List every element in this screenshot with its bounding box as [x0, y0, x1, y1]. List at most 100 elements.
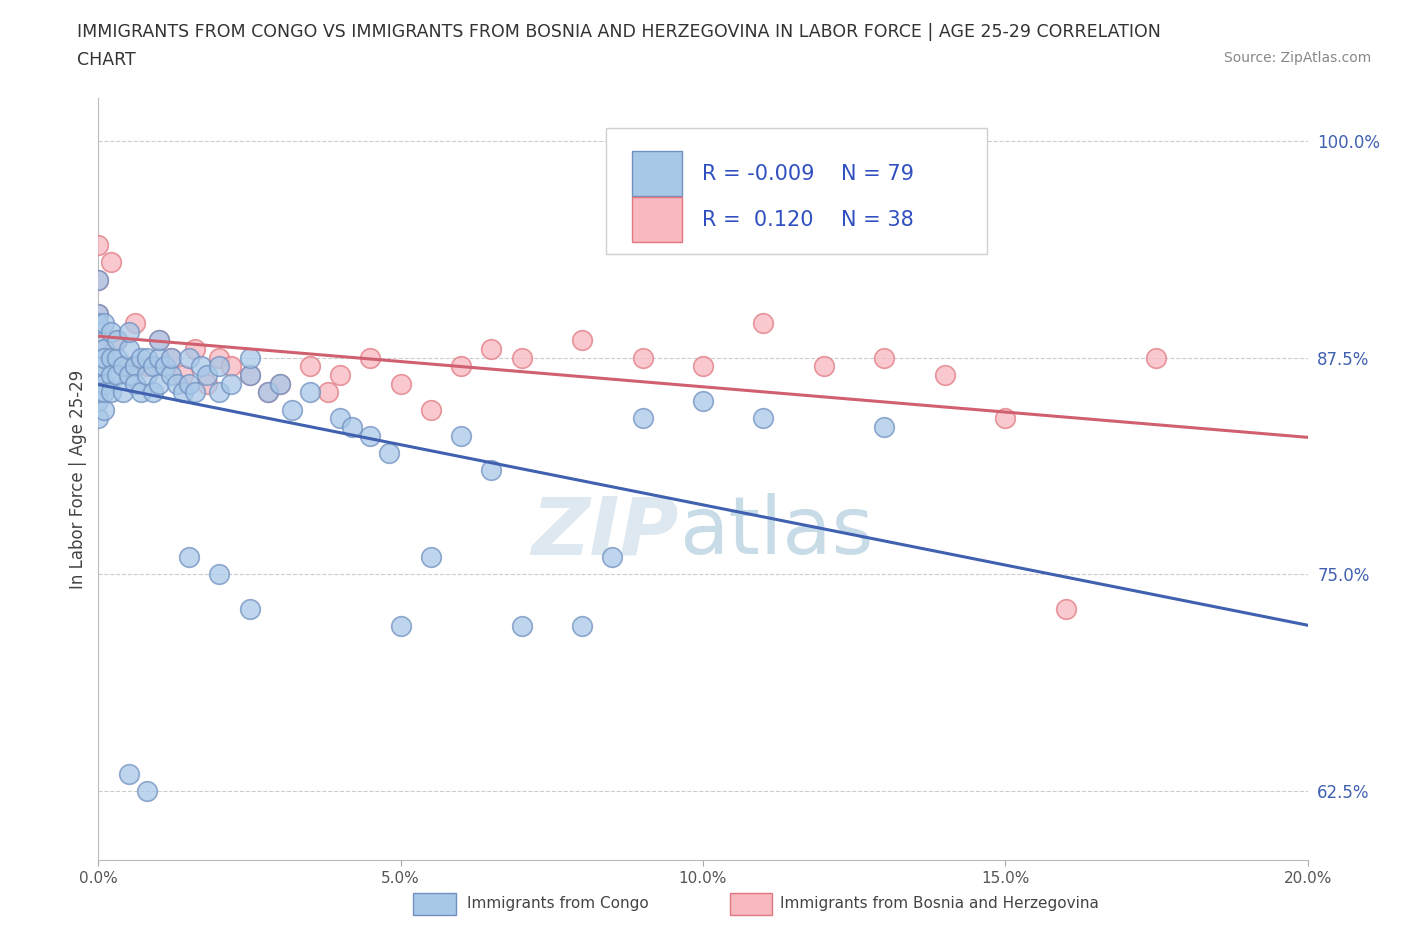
Point [93, 359, 115, 374]
Text: N = 38: N = 38 [841, 209, 914, 230]
Point [87, 376, 110, 391]
Text: Immigrants from Congo: Immigrants from Congo [467, 897, 648, 911]
Point [184, 385, 207, 400]
Point [420, 402, 443, 417]
Point [160, 351, 183, 365]
Point [316, 385, 339, 400]
Point [450, 428, 472, 443]
Point [179, 351, 201, 365]
Point [129, 351, 152, 365]
Point [510, 618, 533, 633]
Point [100, 351, 122, 365]
Text: Source: ZipAtlas.com: Source: ZipAtlas.com [1223, 51, 1371, 65]
FancyBboxPatch shape [631, 197, 682, 242]
Point [239, 351, 262, 365]
Point [153, 359, 176, 374]
Point [135, 351, 157, 365]
Point [142, 385, 165, 400]
Point [299, 359, 322, 374]
Point [135, 359, 157, 374]
Point [631, 351, 654, 365]
Point [93, 341, 115, 356]
Point [124, 376, 146, 391]
Point [239, 367, 262, 382]
Point [360, 428, 382, 443]
Point [329, 411, 352, 426]
Point [172, 367, 194, 382]
Point [87, 237, 110, 252]
Point [450, 359, 472, 374]
Point [1144, 351, 1167, 365]
FancyBboxPatch shape [631, 152, 682, 196]
Point [87, 385, 110, 400]
Point [93, 351, 115, 365]
Point [111, 385, 134, 400]
Point [195, 376, 218, 391]
Point [299, 385, 322, 400]
Point [510, 351, 533, 365]
Point [118, 359, 141, 374]
Point [93, 385, 115, 400]
Point [571, 618, 593, 633]
Point [269, 376, 291, 391]
Text: N = 79: N = 79 [841, 164, 914, 184]
Point [93, 402, 115, 417]
Point [221, 376, 243, 391]
Point [135, 783, 157, 798]
Point [208, 351, 231, 365]
Point [87, 315, 110, 330]
Point [87, 393, 110, 408]
Point [179, 550, 201, 565]
Point [105, 367, 128, 382]
Point [256, 385, 278, 400]
Point [329, 367, 352, 382]
Point [342, 419, 364, 434]
Point [93, 315, 115, 330]
Point [118, 325, 141, 339]
Point [100, 385, 122, 400]
Point [118, 341, 141, 356]
Point [269, 376, 291, 391]
Point [105, 333, 128, 348]
Point [873, 351, 896, 365]
Point [179, 376, 201, 391]
Point [100, 255, 122, 270]
Text: atlas: atlas [679, 493, 873, 571]
Point [148, 333, 170, 348]
Point [994, 411, 1017, 426]
Point [281, 402, 304, 417]
Point [239, 367, 262, 382]
Point [256, 385, 278, 400]
Point [420, 550, 443, 565]
Point [142, 359, 165, 374]
Point [208, 566, 231, 582]
Point [160, 367, 183, 382]
Text: Immigrants from Bosnia and Herzegovina: Immigrants from Bosnia and Herzegovina [780, 897, 1099, 911]
Point [195, 367, 218, 382]
Point [172, 385, 194, 400]
Point [389, 376, 412, 391]
Point [190, 359, 212, 374]
Point [481, 341, 503, 356]
Text: CHART: CHART [77, 51, 136, 69]
Point [377, 445, 399, 460]
Point [166, 376, 188, 391]
Y-axis label: In Labor Force | Age 25-29: In Labor Force | Age 25-29 [69, 369, 87, 589]
Point [692, 393, 714, 408]
Point [118, 367, 141, 382]
Point [111, 359, 134, 374]
Point [1054, 602, 1077, 617]
Point [239, 602, 262, 617]
Point [184, 341, 207, 356]
Point [100, 367, 122, 382]
Point [389, 618, 412, 633]
Point [221, 359, 243, 374]
Point [148, 376, 170, 391]
Point [87, 307, 110, 322]
Point [124, 359, 146, 374]
Point [571, 333, 593, 348]
Point [124, 315, 146, 330]
Point [208, 385, 231, 400]
Point [813, 359, 835, 374]
Text: ZIP: ZIP [531, 493, 679, 571]
